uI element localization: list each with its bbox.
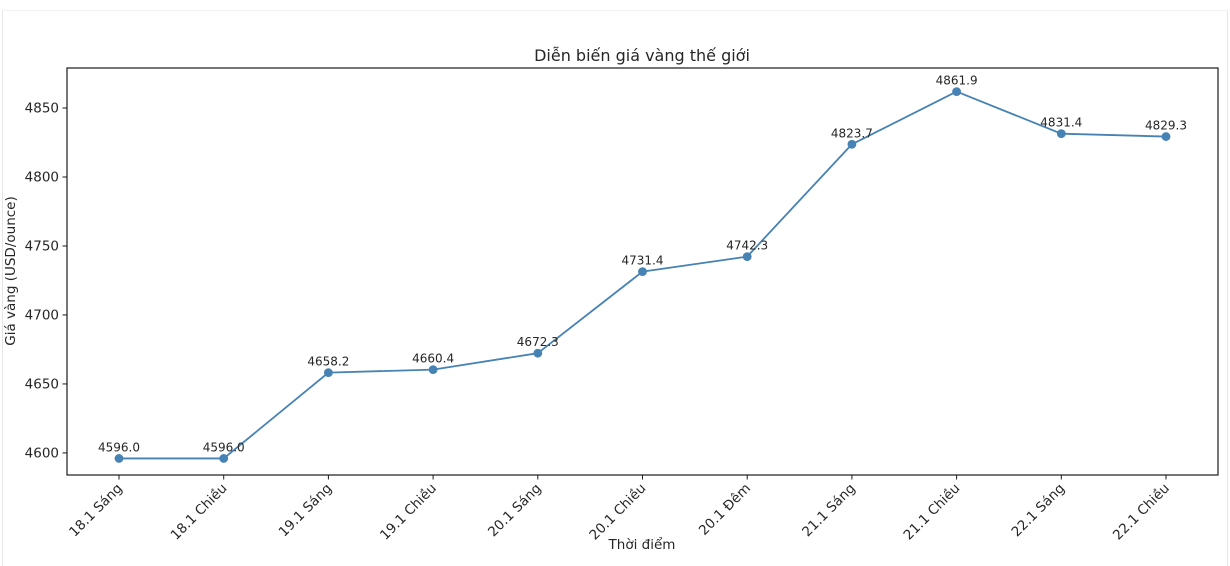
point-value-label: 4823.7: [831, 126, 873, 140]
y-axis-ticks: 4600 4650 4700 4750 4800 4850: [25, 101, 67, 461]
point-value-label: 4672.3: [517, 335, 559, 349]
y-tick-label: 4650: [25, 376, 59, 392]
y-tick-label: 4800: [25, 169, 59, 185]
x-tick-label: 20.1 Đêm: [696, 481, 754, 539]
point-value-label: 4861.9: [936, 74, 978, 88]
chart-title: Diễn biến giá vàng thế giới: [534, 46, 750, 65]
point-value-label: 4660.4: [412, 352, 454, 366]
x-tick-label: 20.1 Chiều: [586, 480, 650, 544]
data-point-marker: [742, 252, 752, 261]
figure-frame: [2, 10, 1228, 566]
x-tick-label: 21.1 Chiều: [900, 480, 964, 544]
x-tick-label: 18.1 Chiều: [167, 480, 231, 544]
data-point-marker: [533, 348, 543, 358]
data-point-marker: [1056, 129, 1066, 139]
x-tick-label: 22.1 Sáng: [1008, 481, 1068, 541]
x-tick-label: 19.1 Sáng: [276, 481, 336, 541]
data-point-marker: [847, 139, 857, 149]
x-tick-label: 21.1 Sáng: [799, 481, 859, 541]
data-point-marker: [114, 454, 124, 463]
point-value-label: 4831.4: [1040, 116, 1082, 130]
y-tick-label: 4600: [25, 445, 59, 461]
data-point-marker: [324, 368, 333, 378]
y-tick-label: 4750: [25, 238, 59, 254]
data-point-marker: [952, 87, 961, 96]
x-tick-label: 19.1 Chiều: [376, 480, 440, 544]
data-point-marker: [428, 365, 438, 374]
point-value-label: 4658.2: [307, 355, 349, 369]
y-tick-label: 4850: [25, 101, 59, 117]
data-point-marker: [1161, 132, 1171, 141]
data-point-marker: [219, 454, 229, 463]
y-axis-label: Giá vàng (USD/ounce): [3, 196, 19, 345]
point-value-label: 4829.3: [1145, 119, 1187, 133]
price-series: [114, 87, 1171, 463]
x-axis-ticks: 18.1 Sáng 18.1 Chiều 19.1 Sáng 19.1 Chiều 20…: [66, 475, 1173, 543]
x-tick-label: 18.1 Sáng: [66, 481, 126, 541]
point-value-label: 4596.0: [203, 440, 245, 454]
x-tick-label: 20.1 Sáng: [485, 481, 545, 541]
y-tick-label: 4700: [25, 307, 59, 323]
x-axis-label: Thời điểm: [608, 536, 676, 553]
point-value-label: 4742.3: [726, 239, 768, 253]
data-point-marker: [638, 267, 647, 277]
x-tick-label: 22.1 Chiều: [1109, 480, 1173, 544]
point-value-label: 4731.4: [622, 254, 664, 268]
point-value-label: 4596.0: [98, 440, 140, 454]
point-value-labels: 4596.0 4596.0 4658.2 4660.4 4672.3 4731.4 4742…: [98, 74, 1187, 455]
